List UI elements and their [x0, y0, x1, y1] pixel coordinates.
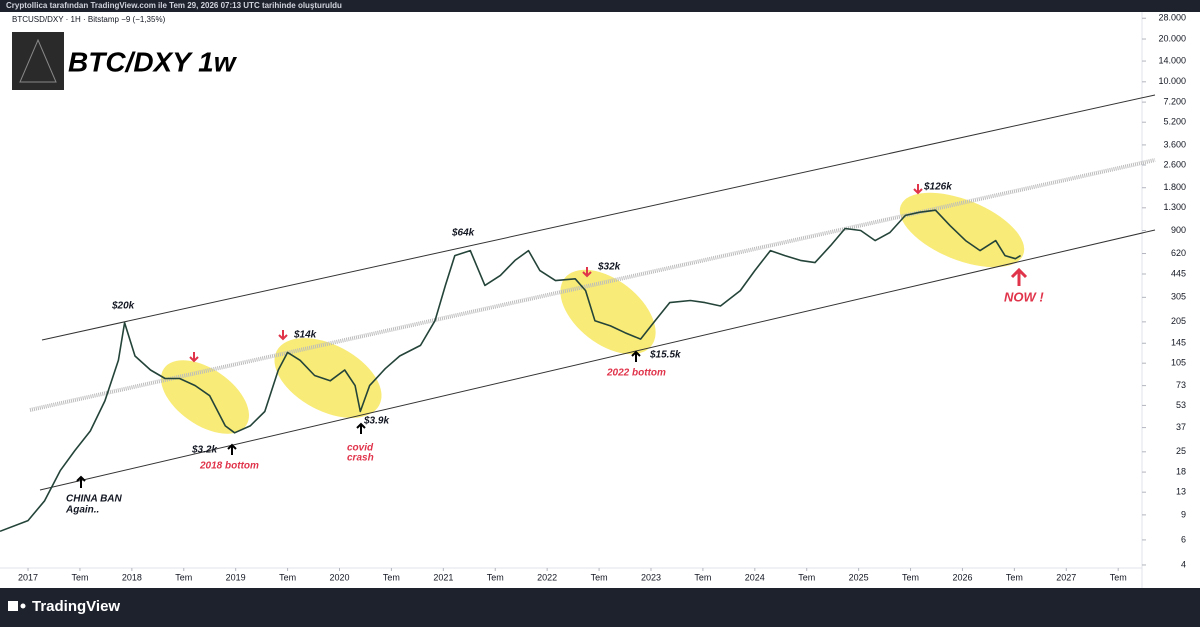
annotation: $32k [597, 262, 621, 273]
price-line [0, 209, 1022, 533]
y-tick-label: 1.800 [1163, 182, 1186, 192]
highlight [274, 338, 382, 418]
annotation: $64k [451, 228, 475, 239]
logo-mark [19, 38, 57, 83]
annotation: 2022 bottom [606, 368, 666, 379]
highlight [560, 269, 656, 355]
y-tick-label: 4 [1181, 559, 1186, 569]
y-tick-label: 900 [1171, 225, 1186, 235]
footer-logo [8, 601, 18, 611]
annotation: covid [347, 443, 374, 454]
channel-mid [29, 158, 1156, 412]
y-tick-label: 13 [1176, 487, 1186, 497]
y-tick-label: 620 [1171, 248, 1186, 258]
x-tick-label: 2027 [1056, 572, 1076, 582]
arrow [278, 330, 288, 341]
y-tick-label: 145 [1171, 338, 1186, 348]
x-tick-label: Tem [798, 572, 815, 582]
annotation: $126k [923, 182, 952, 193]
arrow [913, 184, 923, 195]
y-tick-label: 73 [1176, 380, 1186, 390]
annotation: $20k [111, 301, 135, 312]
x-tick-label: Tem [279, 572, 296, 582]
annotation: crash [347, 453, 374, 464]
x-tick-label: Tem [487, 572, 504, 582]
channel-lower [39, 229, 1156, 491]
arrow [76, 475, 86, 488]
y-tick-label: 25 [1176, 446, 1186, 456]
arrow [356, 422, 366, 434]
x-tick-label: Tem [383, 572, 400, 582]
y-tick-label: 2.600 [1163, 159, 1186, 169]
y-tick-label: 3.600 [1163, 139, 1186, 149]
header: Cryptollica tarafından TradingView.com i… [6, 1, 342, 10]
y-tick-label: 5.200 [1163, 117, 1186, 127]
annotation: Again.. [65, 505, 99, 516]
annotation: $15.5k [649, 350, 681, 361]
y-tick-label: 20.000 [1158, 33, 1186, 43]
annotation: CHINA BAN [66, 494, 123, 505]
y-tick-label: 305 [1171, 292, 1186, 302]
x-tick-label: 2017 [18, 572, 38, 582]
annotation: $3.9k [363, 416, 389, 427]
y-tick-label: 105 [1171, 358, 1186, 368]
y-tick-label: 9 [1181, 509, 1186, 519]
y-tick-label: 53 [1176, 400, 1186, 410]
footer-brand: TradingView [32, 598, 120, 615]
y-tick-label: 6 [1181, 534, 1186, 544]
x-tick-label: Tem [1006, 572, 1023, 582]
y-tick-label: 28.000 [1158, 13, 1186, 23]
y-tick-label: 10.000 [1158, 76, 1186, 86]
chart-title: BTC/DXY 1w [68, 46, 238, 77]
y-tick-label: 37 [1176, 422, 1186, 432]
y-tick-label: 18 [1176, 466, 1186, 476]
y-tick-label: 14.000 [1158, 55, 1186, 65]
x-tick-label: 2026 [952, 572, 972, 582]
annotations: $20k $14k $64k $32k $126k $3.2k $3.9k $1… [65, 182, 1044, 516]
footer-bar [0, 588, 1200, 627]
arrow [631, 350, 641, 362]
arrow [582, 267, 592, 278]
x-tick-label: Tem [591, 572, 608, 582]
annotation: $3.2k [191, 445, 217, 456]
x-tick-label: 2025 [849, 572, 869, 582]
arrow [189, 352, 199, 363]
x-tick-label: Tem [1110, 572, 1127, 582]
y-tick-label: 7.200 [1163, 96, 1186, 106]
x-tick-label: Tem [902, 572, 919, 582]
x-tick-label: 2024 [745, 572, 765, 582]
y-tick-label: 205 [1171, 316, 1186, 326]
y-tick-label: 445 [1171, 268, 1186, 278]
symbol: BTCUSD/DXY · 1H · Bitstamp −9 (−1,35%) [12, 15, 166, 24]
x-tick-label: 2018 [122, 572, 142, 582]
x-tick-label: 2021 [433, 572, 453, 582]
annotation: NOW ! [1004, 289, 1044, 304]
highlight [161, 360, 249, 434]
x-tick-label: Tem [694, 572, 711, 582]
annotation: 2018 bottom [199, 461, 259, 472]
x-tick-label: 2020 [329, 572, 349, 582]
arrow [1010, 267, 1028, 286]
x-tick-label: 2019 [226, 572, 246, 582]
annotation: $14k [293, 330, 317, 341]
x-tick-label: 2023 [641, 572, 661, 582]
y-tick-label: 1.300 [1163, 202, 1186, 212]
footer-logo [20, 603, 26, 609]
x-tick-label: Tem [175, 572, 192, 582]
arrow [227, 443, 237, 455]
x-tick-label: Tem [71, 572, 88, 582]
top-bar [0, 0, 1200, 12]
arrows [76, 184, 1028, 488]
channel-upper [41, 94, 1156, 341]
x-tick-label: 2022 [537, 572, 557, 582]
